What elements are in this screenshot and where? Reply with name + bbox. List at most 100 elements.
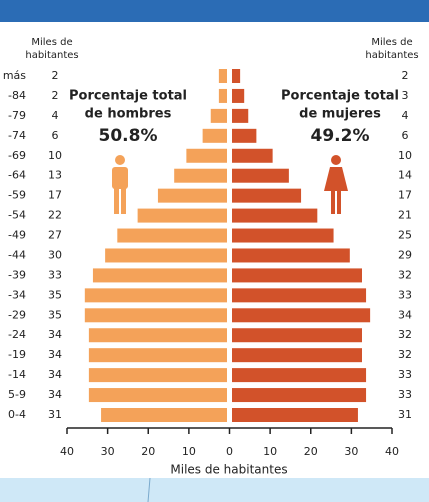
- x-tick-label: 10: [263, 445, 277, 458]
- bottom-strip: [0, 478, 429, 502]
- men-percent: 50.8%: [99, 126, 158, 146]
- men-bar: [101, 408, 227, 422]
- men-note: de hombres: [85, 107, 172, 122]
- women-value: 32: [398, 348, 412, 361]
- x-tick-label: 0: [226, 445, 233, 458]
- women-value: 32: [398, 268, 412, 281]
- women-bar: [232, 308, 371, 323]
- men-value: 35: [48, 308, 62, 321]
- x-tick-label: 40: [60, 445, 74, 458]
- women-bar: [232, 208, 318, 223]
- women-value: 34: [398, 308, 412, 321]
- women-value: 31: [398, 408, 412, 421]
- women-note: de mujeres: [299, 107, 381, 122]
- x-tick-label: 10: [182, 445, 196, 458]
- x-tick-label: 20: [141, 445, 155, 458]
- age-label: -74: [8, 129, 26, 142]
- age-label: -79: [8, 109, 26, 122]
- age-label: -69: [8, 149, 26, 162]
- x-tick-label: 30: [101, 445, 115, 458]
- men-value: 6: [52, 129, 59, 142]
- age-label: -29: [8, 308, 26, 321]
- men-bar: [88, 388, 227, 403]
- men-bar: [218, 69, 227, 83]
- top-banner: [0, 0, 429, 22]
- women-bar: [232, 228, 334, 243]
- woman-icon: [324, 155, 348, 214]
- men-bar: [92, 268, 227, 283]
- age-label: más: [3, 69, 26, 82]
- women-bar: [232, 368, 367, 383]
- women-value: 29: [398, 248, 412, 261]
- women-bar: [232, 188, 302, 203]
- women-value: 4: [402, 109, 409, 122]
- x-tick-label: 40: [385, 445, 399, 458]
- men-bar: [84, 308, 227, 323]
- men-value: 33: [48, 268, 62, 281]
- men-value: 2: [52, 69, 59, 82]
- men-bar: [202, 128, 227, 143]
- women-bar: [232, 69, 241, 83]
- women-bar: [232, 388, 367, 403]
- strip-divider: [147, 477, 151, 502]
- women-value: 33: [398, 288, 412, 301]
- men-bar: [210, 108, 227, 123]
- women-bar: [232, 408, 358, 422]
- x-axis-title: Miles de habitantes: [170, 463, 287, 477]
- women-bar: [232, 108, 249, 123]
- age-label: -84: [8, 89, 26, 102]
- men-value: 22: [48, 209, 62, 222]
- women-bar: [232, 168, 289, 183]
- men-bar: [218, 88, 227, 103]
- men-bar: [137, 208, 227, 223]
- men-bar: [157, 188, 227, 203]
- men-value: 34: [48, 388, 62, 401]
- left-unit-label: Miles de: [31, 37, 72, 48]
- men-value: 30: [48, 248, 62, 261]
- right-unit-label: habitantes: [365, 50, 418, 61]
- women-percent: 49.2%: [311, 126, 370, 146]
- women-bar: [232, 148, 273, 163]
- women-value: 17: [398, 189, 412, 202]
- age-label: -54: [8, 209, 26, 222]
- age-label: -24: [8, 328, 26, 341]
- women-bar: [232, 248, 350, 263]
- men-bar: [88, 368, 227, 383]
- women-value: 6: [402, 129, 409, 142]
- men-value: 35: [48, 288, 62, 301]
- men-value: 34: [48, 368, 62, 381]
- men-bar: [105, 248, 227, 263]
- women-value: 10: [398, 149, 412, 162]
- men-value: 34: [48, 328, 62, 341]
- women-value: 2: [402, 69, 409, 82]
- men-value: 2: [52, 89, 59, 102]
- men-note: Porcentaje total: [69, 89, 187, 104]
- age-label: -39: [8, 268, 26, 281]
- men-value: 13: [48, 169, 62, 182]
- age-label: -59: [8, 189, 26, 202]
- age-label: -44: [8, 248, 26, 261]
- men-bar: [117, 228, 227, 243]
- man-icon: [112, 155, 128, 214]
- men-value: 17: [48, 189, 62, 202]
- men-value: 4: [52, 109, 59, 122]
- men-bar: [88, 348, 227, 363]
- women-bar: [232, 268, 362, 283]
- women-bar: [232, 348, 362, 363]
- age-label: -34: [8, 288, 26, 301]
- women-bar: [232, 128, 257, 143]
- men-bar: [174, 168, 227, 183]
- women-value: 33: [398, 388, 412, 401]
- age-label: -14: [8, 368, 26, 381]
- men-value: 10: [48, 149, 62, 162]
- women-value: 25: [398, 229, 412, 242]
- men-value: 27: [48, 229, 62, 242]
- men-bar: [84, 288, 227, 303]
- women-bar: [232, 88, 245, 103]
- right-unit-label: Miles de: [371, 37, 412, 48]
- women-note: Porcentaje total: [281, 89, 399, 104]
- left-unit-label: habitantes: [25, 50, 78, 61]
- men-value: 31: [48, 408, 62, 421]
- women-value: 32: [398, 328, 412, 341]
